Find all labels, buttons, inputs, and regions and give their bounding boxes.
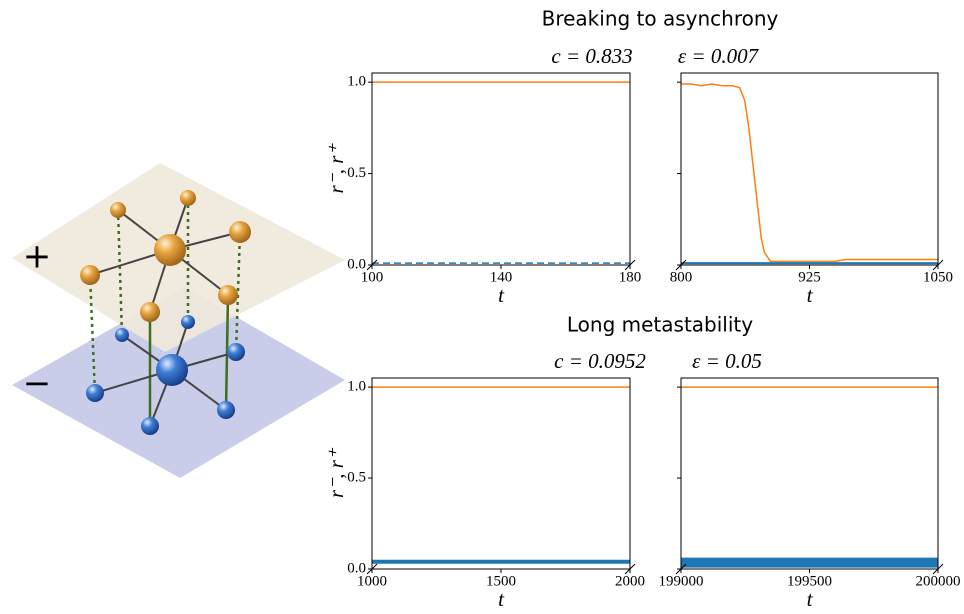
plot-area xyxy=(681,83,938,265)
axis-break xyxy=(624,563,636,575)
y-axis-label: r⁻, r⁺ xyxy=(324,447,348,498)
c-label: c = 0.833 xyxy=(551,44,632,68)
series-line xyxy=(681,83,938,263)
axes-frame xyxy=(680,377,939,570)
chart: 800 925 1050 t xyxy=(670,72,953,307)
axis-break xyxy=(366,259,378,271)
x-tick-label: 140 xyxy=(490,269,513,285)
x-tick-label: 199000 xyxy=(659,573,704,589)
section-title: Breaking to asynchrony xyxy=(542,7,779,31)
c-label: c = 0.0952 xyxy=(554,349,646,373)
chart: 199000 199500 200000 t xyxy=(659,377,961,611)
x-axis-label: t xyxy=(807,587,814,611)
y-tick-label: 0.0 xyxy=(347,560,366,576)
plot-area xyxy=(681,386,938,568)
x-tick-label: 180 xyxy=(619,269,642,285)
y-tick-label: 0.5 xyxy=(347,165,366,181)
y-tick-label: 0.0 xyxy=(347,256,366,272)
y-tick-label: 1.0 xyxy=(347,74,366,90)
axes-frame xyxy=(371,72,631,266)
x-tick-label: 1500 xyxy=(486,573,516,589)
x-tick-label: 1050 xyxy=(923,269,953,285)
x-axis-label: t xyxy=(807,283,814,307)
eps-label: ε = 0.007 xyxy=(678,44,760,68)
x-tick-label: 199500 xyxy=(787,573,832,589)
network-diagram: + − xyxy=(12,163,345,478)
minus-label: − xyxy=(23,364,52,404)
axes-frame xyxy=(371,377,631,570)
y-tick-label: 1.0 xyxy=(347,379,366,395)
y-axis-label: r⁻, r⁺ xyxy=(324,143,348,194)
upper-nodes xyxy=(80,190,251,322)
x-axis-label: t xyxy=(498,587,505,611)
x-tick-label: 100 xyxy=(361,269,384,285)
inter-layer-links xyxy=(88,198,242,426)
chart: 100 140 180 0.0 0.5 1.0 t r⁻, r⁺ xyxy=(324,72,642,307)
axis-break xyxy=(675,563,687,575)
x-tick-label: 1000 xyxy=(357,573,387,589)
lower-nodes xyxy=(86,315,245,435)
section-title: Long metastability xyxy=(567,313,753,337)
plot-area xyxy=(372,386,630,564)
axis-break xyxy=(624,259,636,271)
axis-break xyxy=(932,259,944,271)
axis-break xyxy=(366,563,378,575)
axes-frame xyxy=(680,72,939,266)
plot-area xyxy=(372,81,630,264)
axis-break xyxy=(932,563,944,575)
plus-label: + xyxy=(23,237,52,277)
x-tick-label: 925 xyxy=(798,269,821,285)
x-tick-label: 2000 xyxy=(615,573,645,589)
y-tick-label: 0.5 xyxy=(347,469,366,485)
x-tick-label: 800 xyxy=(670,269,693,285)
eps-label: ε = 0.05 xyxy=(692,349,762,373)
chart: 1000 1500 2000 0.0 0.5 1.0 t r⁻, r⁺ xyxy=(324,377,645,611)
x-axis-label: t xyxy=(498,283,505,307)
axis-break xyxy=(675,259,687,271)
x-tick-label: 200000 xyxy=(916,573,961,589)
